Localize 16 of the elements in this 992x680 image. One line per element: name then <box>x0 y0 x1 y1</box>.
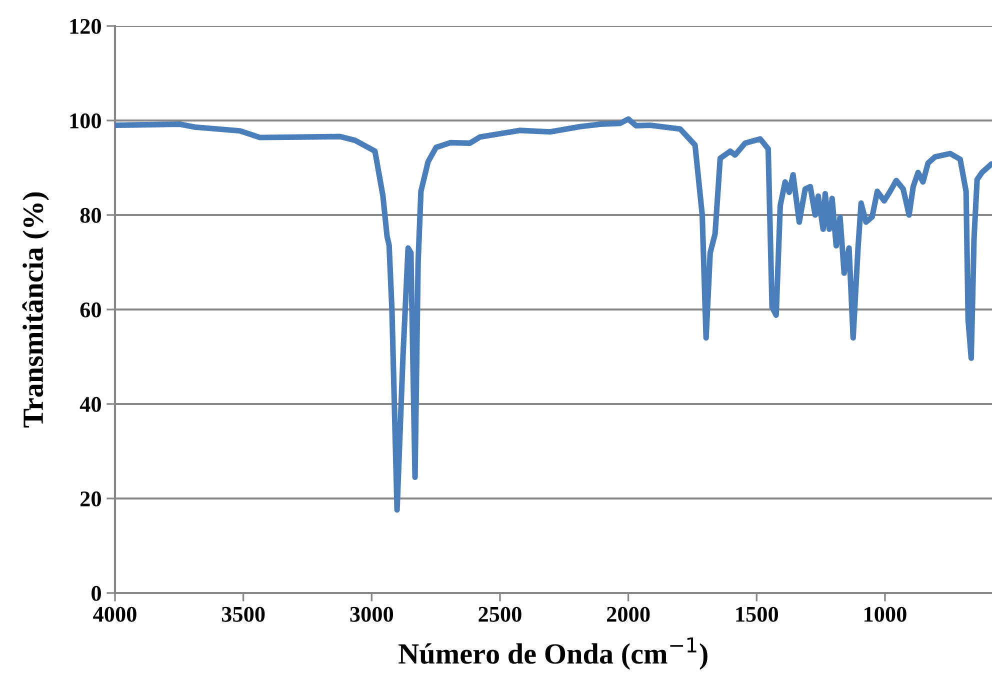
y-tick-label: 20 <box>80 491 101 506</box>
y-tick-label: 100 <box>70 113 101 128</box>
x-tick-label: 2000 <box>607 606 650 622</box>
y-tick-label: 80 <box>80 208 101 223</box>
y-tick-label: 120 <box>70 18 101 34</box>
x-tick-label: 4000 <box>93 606 136 622</box>
x-tick-label: 3000 <box>350 606 394 622</box>
y-tick-label: 60 <box>80 302 101 318</box>
x-tick-label: 1000 <box>864 606 906 622</box>
y-tick-label: 0 <box>92 586 101 601</box>
x-tick-label: 1500 <box>736 606 778 622</box>
x-axis-title: Número de Onda (cm$^{−1}$) <box>398 637 708 670</box>
x-tick-label: 2500 <box>478 606 522 622</box>
x-tick-label: 3500 <box>222 606 265 622</box>
y-tick-label: 40 <box>80 396 101 412</box>
y-axis-title: Transmitância (%) <box>22 192 50 428</box>
